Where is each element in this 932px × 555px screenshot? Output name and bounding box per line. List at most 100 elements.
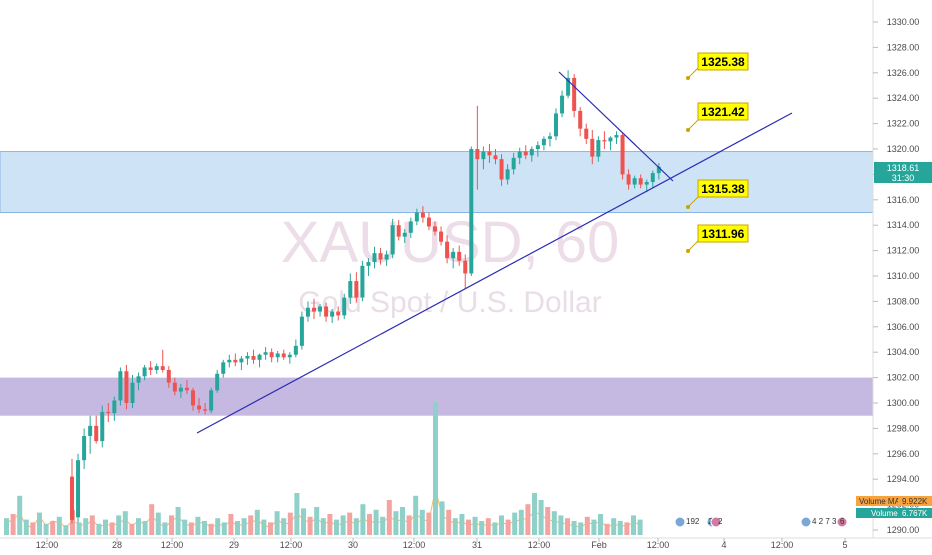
volume-bar	[281, 518, 287, 535]
candle-body	[178, 387, 183, 392]
volume-bar	[439, 501, 445, 535]
candle-body	[275, 353, 280, 358]
candle	[541, 136, 546, 151]
volume-ma-label: Volume MA 9.922K	[856, 496, 932, 506]
price-tick-label: 1294.00	[887, 474, 920, 484]
price-tick-label: 1312.00	[887, 246, 920, 256]
volume-bar	[558, 515, 564, 535]
price-tick-label: 1308.00	[887, 296, 920, 306]
candle	[324, 302, 329, 322]
volume-bar	[43, 523, 49, 535]
callout-1321[interactable]: 1321.42	[686, 102, 749, 132]
candle	[638, 174, 643, 189]
candle-body	[324, 306, 329, 317]
volume-bar	[30, 522, 36, 535]
volume-bar	[380, 516, 386, 535]
volume-bar	[202, 521, 207, 535]
volume-bar	[637, 519, 643, 535]
candle	[602, 131, 607, 149]
candle-body	[82, 436, 87, 461]
event-badge-group-3[interactable]: 4 2 7 3 6	[800, 516, 848, 528]
candle	[154, 363, 159, 374]
price-tick-label: 1320.00	[887, 144, 920, 154]
candle-body	[112, 400, 117, 414]
candle	[493, 149, 498, 165]
volume-bar	[505, 519, 511, 535]
candle-body	[245, 356, 250, 359]
callout-1325[interactable]: 1325.38	[686, 52, 749, 80]
volume-bar	[347, 512, 353, 535]
candle	[118, 367, 123, 406]
candle	[305, 301, 310, 322]
volume-bar	[136, 518, 141, 535]
candle	[251, 349, 256, 364]
candle-body	[118, 371, 123, 401]
volume-bar	[307, 516, 313, 535]
volume-bar	[89, 515, 95, 535]
candle	[408, 217, 413, 238]
candle-body	[463, 260, 468, 274]
volume-bar	[63, 525, 69, 535]
callout-1311[interactable]: 1311.96	[686, 224, 749, 253]
volume-bar	[485, 518, 491, 535]
volume-bars	[4, 402, 643, 535]
volume-bar	[314, 507, 320, 535]
candle	[554, 108, 558, 141]
event-badge-group-2[interactable]: 2	[710, 516, 723, 528]
candle-body	[76, 460, 81, 518]
candle	[487, 143, 492, 163]
candle-body	[572, 77, 577, 111]
time-tick-label: 28	[112, 540, 122, 550]
volume-bar	[565, 518, 570, 535]
candle-body	[505, 169, 510, 180]
volume-bar	[241, 518, 247, 535]
volume-bar	[37, 512, 42, 535]
candle-body	[433, 226, 437, 232]
candle	[560, 90, 565, 118]
volume-bar	[433, 402, 438, 535]
callout-1315[interactable]: 1315.38	[686, 179, 749, 209]
time-axis[interactable]: 12:00 28 12:00 29 12:00 30 12:00 31 12:00 Feb 12:0…	[36, 538, 848, 550]
volume-bar	[182, 519, 188, 535]
volume-bar	[538, 500, 544, 535]
candle	[590, 129, 595, 165]
candle-body	[644, 182, 649, 185]
candle-body	[354, 281, 359, 298]
time-tick-label: 12:00	[528, 540, 551, 550]
candle-body	[566, 77, 571, 96]
volume-bar	[545, 507, 551, 535]
candle-body	[511, 157, 516, 170]
candle-body	[626, 174, 631, 185]
ascending-trendline[interactable]	[196, 112, 793, 434]
candle	[209, 387, 214, 414]
candle	[566, 70, 571, 99]
volume-bar	[499, 515, 504, 535]
candle	[166, 366, 171, 388]
candle-body	[312, 307, 316, 312]
candle	[342, 293, 347, 320]
candle-body	[493, 155, 498, 160]
event-badge: 2	[708, 517, 713, 526]
descending-trendline[interactable]	[558, 71, 674, 182]
candle-body	[390, 225, 395, 255]
event-badge: 2	[718, 517, 723, 526]
volume-bar	[373, 509, 379, 535]
price-axis[interactable]: 1330.00 1328.00 1326.00 1324.00 1322.00 1320.…	[873, 17, 919, 535]
time-tick-label: 4	[721, 540, 726, 550]
volume-bar	[149, 504, 155, 535]
candle	[330, 309, 335, 323]
volume-bar	[248, 515, 254, 535]
candle	[124, 364, 129, 410]
volume-bar	[301, 508, 306, 535]
watermark-symbol: XAUUSD, 60	[281, 210, 619, 275]
candle	[88, 415, 93, 454]
candle	[366, 258, 371, 276]
candle-body	[160, 366, 165, 370]
candle-body	[130, 382, 135, 403]
candle-body	[426, 217, 431, 227]
volume-bar	[155, 512, 161, 535]
volume-bar	[235, 521, 240, 535]
price-tick-label: 1328.00	[887, 42, 920, 52]
candle-body	[251, 356, 256, 360]
